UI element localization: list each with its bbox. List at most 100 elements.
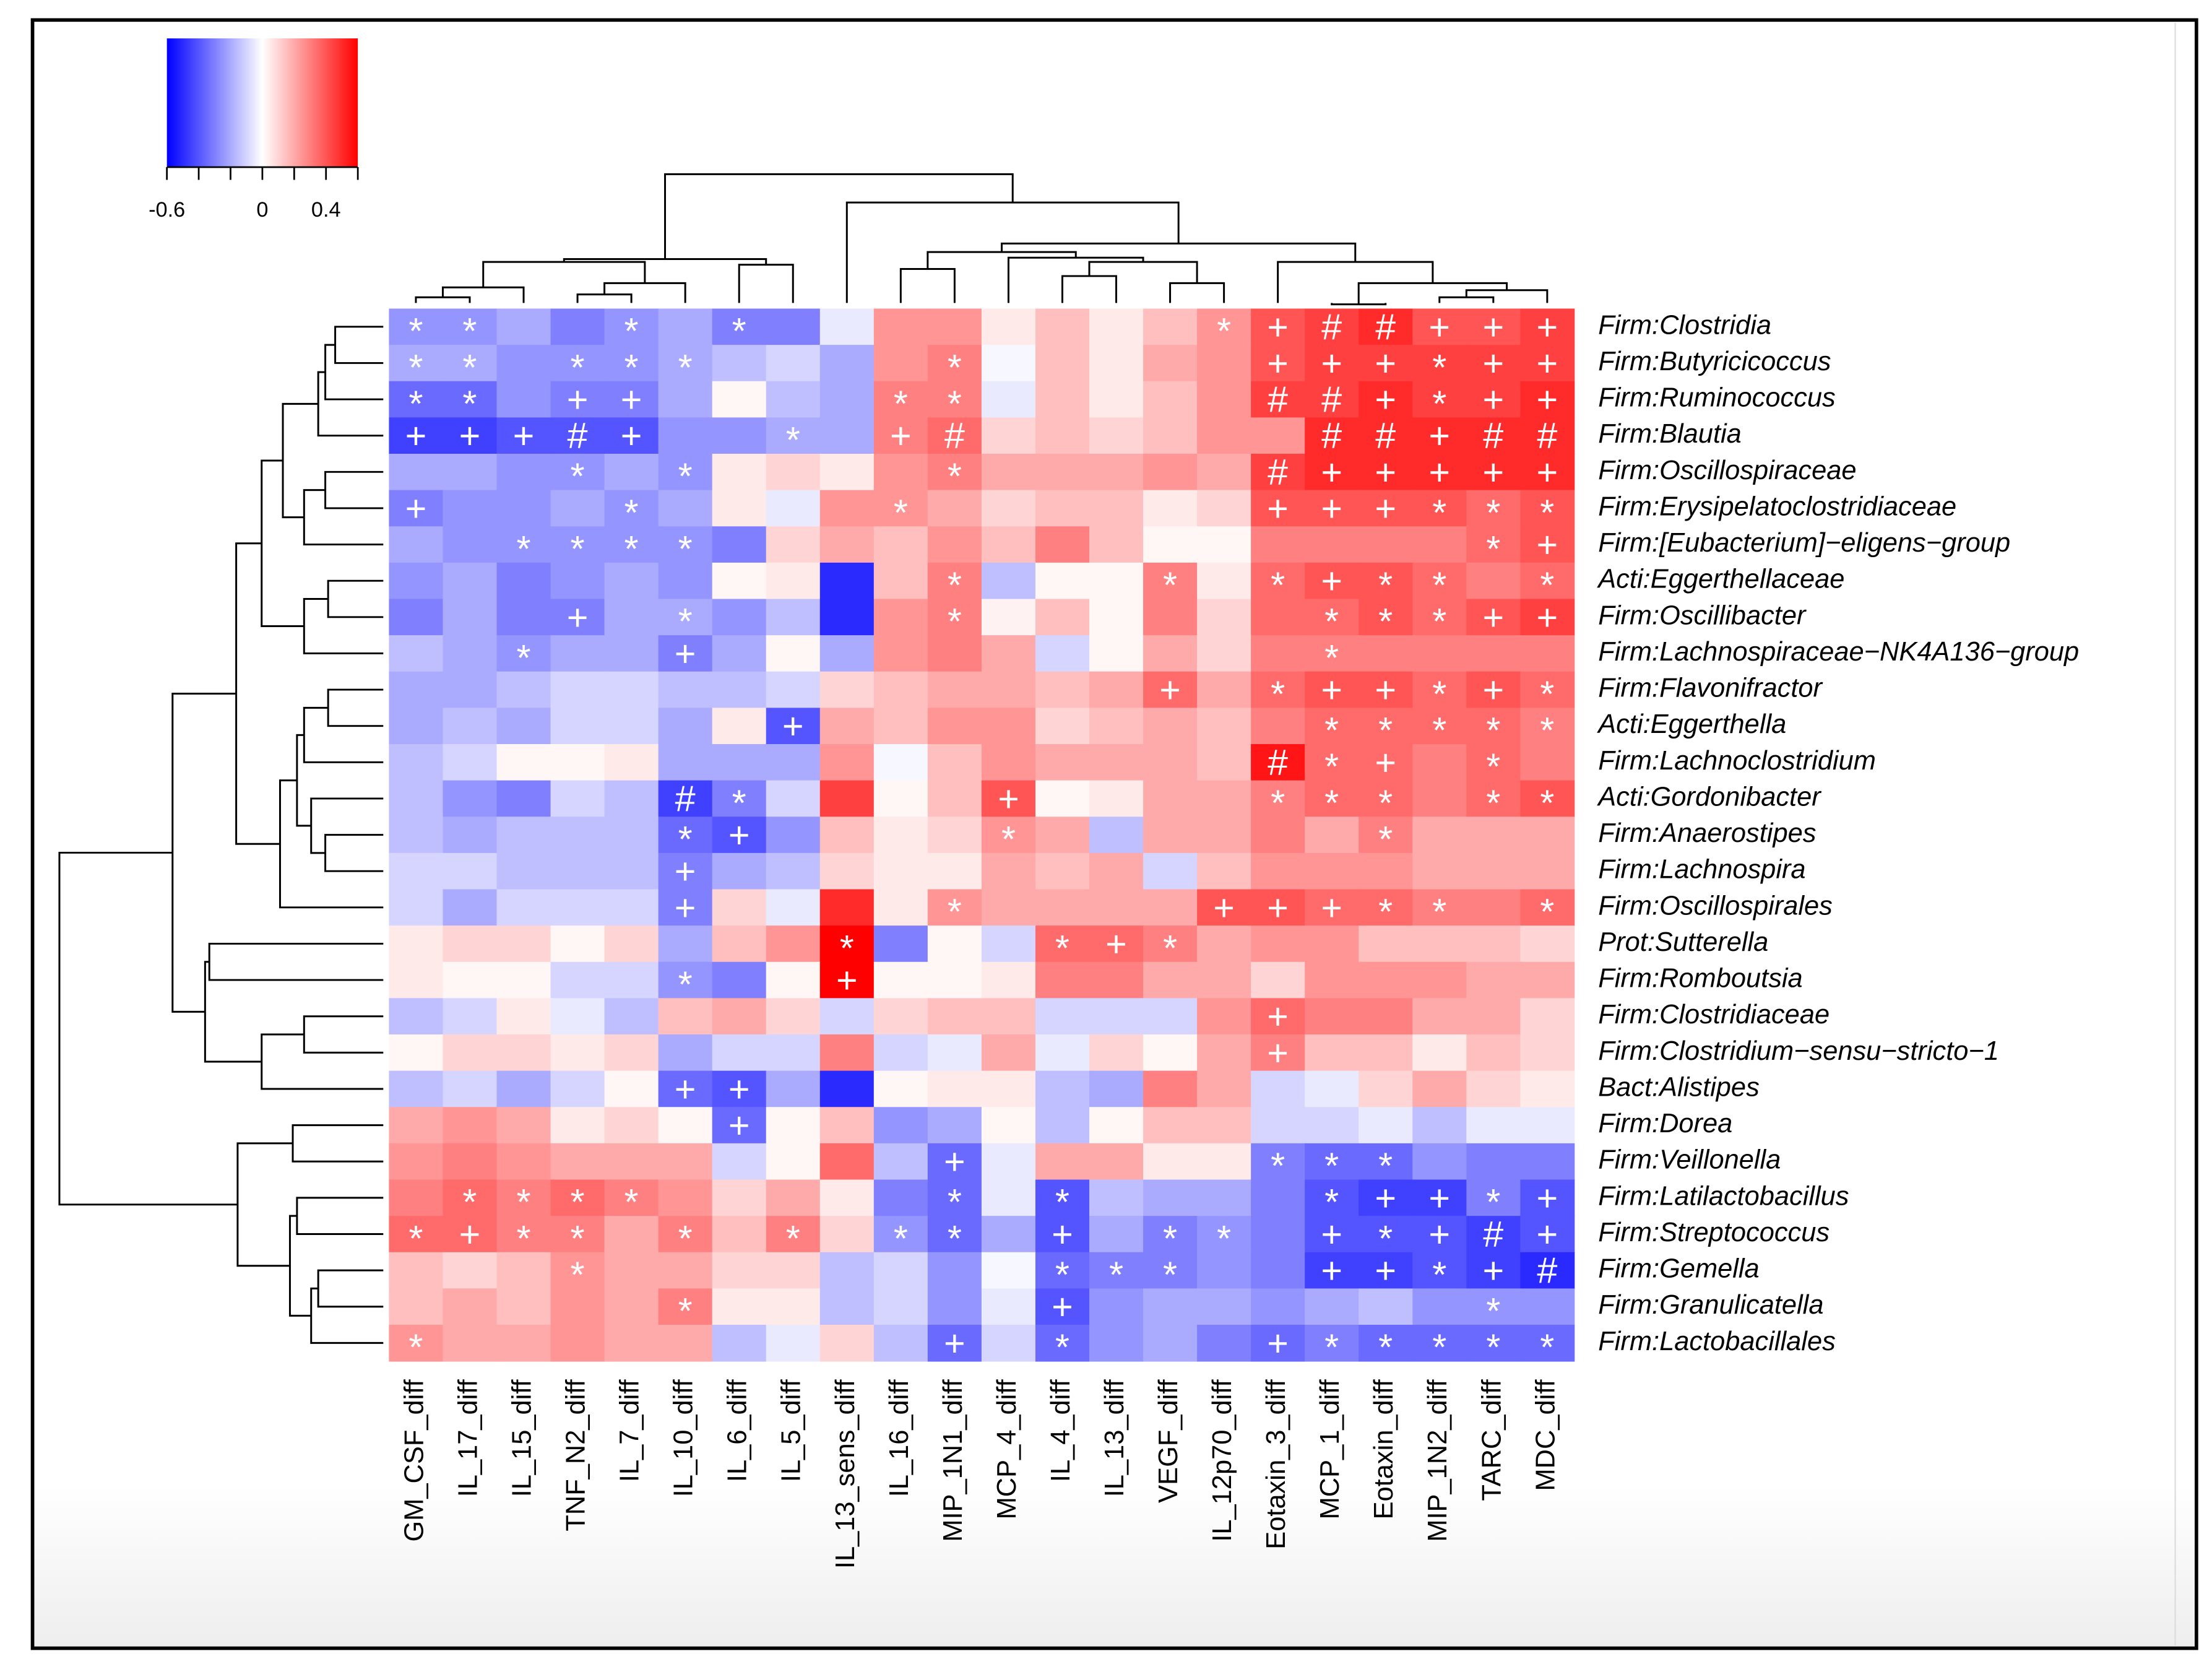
cell [873, 998, 928, 1035]
cell [1143, 925, 1198, 963]
cell [766, 961, 821, 999]
cell [1197, 1143, 1252, 1181]
cell [819, 1107, 875, 1144]
cell [712, 1034, 767, 1072]
cell [927, 381, 982, 418]
significance-symbol: + [1267, 306, 1289, 347]
cell [1035, 562, 1090, 600]
cell [389, 1216, 444, 1253]
significance-symbol: * [1432, 492, 1446, 533]
significance-symbol: * [1324, 782, 1339, 823]
cell [1520, 381, 1575, 418]
cell [496, 599, 551, 636]
cell [1466, 308, 1521, 346]
cell [1143, 453, 1198, 491]
cell [658, 1107, 713, 1144]
significance-symbol: + [405, 415, 427, 456]
cell [981, 744, 1036, 781]
cell [550, 1288, 605, 1325]
cell [1251, 1107, 1306, 1144]
cell [1359, 998, 1414, 1035]
cell [1089, 1325, 1144, 1362]
significance-symbol: * [1486, 782, 1500, 823]
cell [1251, 780, 1306, 818]
cell [604, 1179, 659, 1217]
cell [766, 453, 821, 491]
cell [443, 1143, 498, 1181]
cell [496, 1216, 551, 1253]
significance-symbol: + [1482, 451, 1504, 493]
cell [389, 961, 444, 999]
significance-symbol: * [1378, 1327, 1393, 1368]
cell [1359, 852, 1414, 890]
cell [819, 381, 875, 418]
cell [496, 308, 551, 346]
dendrogram [58, 326, 384, 1344]
column-label: Eotaxin_3_diff [1261, 1379, 1291, 1549]
cell [1305, 925, 1360, 963]
cell [819, 744, 875, 781]
cell [819, 708, 875, 745]
cell [1197, 744, 1252, 781]
cell [1466, 635, 1521, 672]
significance-symbol: * [678, 456, 693, 497]
cell [1197, 1070, 1252, 1108]
cell [1089, 635, 1144, 672]
cell [1466, 1070, 1521, 1108]
cell [658, 780, 713, 818]
cell [389, 925, 444, 963]
significance-symbol: * [1432, 347, 1446, 388]
cell [1305, 381, 1360, 418]
cell [1305, 889, 1360, 927]
cell [1251, 1070, 1306, 1108]
cell [1251, 998, 1306, 1035]
significance-symbol: + [1375, 487, 1396, 529]
cell [550, 998, 605, 1035]
significance-symbol: + [1267, 886, 1289, 928]
cell [873, 671, 928, 709]
cell [1089, 1216, 1144, 1253]
cell [1251, 708, 1306, 745]
cell [1412, 1216, 1467, 1253]
cell [819, 490, 875, 527]
row-label: Firm:Blautia [1598, 419, 1742, 449]
cell [766, 308, 821, 346]
cell [1143, 417, 1198, 454]
cell [1520, 998, 1575, 1035]
significance-symbol: * [1432, 600, 1446, 642]
significance-symbol: * [571, 456, 585, 497]
cell [496, 671, 551, 709]
cell [981, 1143, 1036, 1181]
cell [1197, 925, 1252, 963]
row-label: Firm:Lachnospira [1598, 855, 1805, 885]
row-label: Firm:Ruminococcus [1598, 383, 1836, 413]
dendrograms [58, 173, 1549, 1344]
cell [496, 998, 551, 1035]
significance-symbol: * [1486, 1181, 1500, 1223]
cell [927, 1216, 982, 1253]
cell [443, 526, 498, 563]
cell [1197, 961, 1252, 999]
cell [496, 1288, 551, 1325]
cell [658, 1288, 713, 1325]
cell [443, 599, 498, 636]
cell [604, 562, 659, 600]
cell [1035, 635, 1090, 672]
cell [1251, 562, 1306, 600]
column-label: IL_16_diff [884, 1379, 914, 1497]
significance-symbol: + [1321, 1250, 1342, 1291]
cell [873, 526, 928, 563]
cell [1359, 671, 1414, 709]
significance-symbol: # [1268, 742, 1288, 783]
cell [1143, 1288, 1198, 1325]
significance-symbol: + [1267, 487, 1289, 529]
cell [1089, 817, 1144, 854]
cell [389, 1325, 444, 1362]
cell [604, 852, 659, 890]
significance-symbol: * [1324, 1145, 1339, 1187]
cell [1035, 308, 1090, 346]
cell [1305, 817, 1360, 854]
cell [766, 925, 821, 963]
cell [443, 1107, 498, 1144]
cell [443, 345, 498, 382]
